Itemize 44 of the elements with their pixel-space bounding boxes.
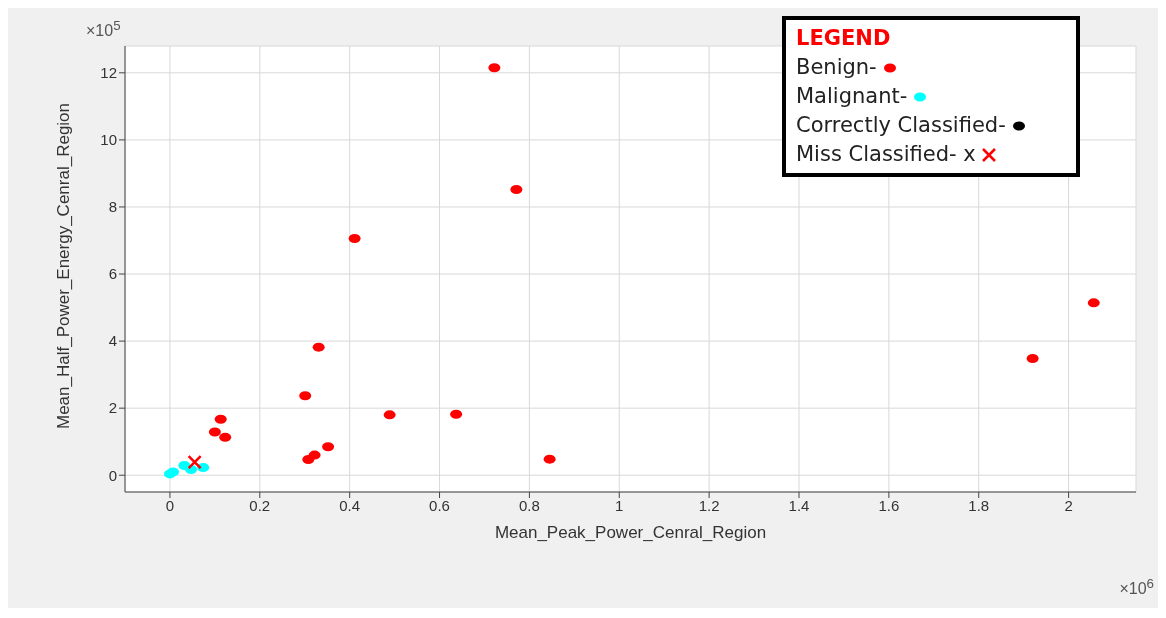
- x-tick-label: 1: [615, 496, 624, 514]
- x-axis-title: Mean_Peak_Power_Cenral_Region: [494, 523, 767, 542]
- point: [312, 342, 325, 352]
- legend-label: Malignant-: [796, 83, 909, 110]
- point: [219, 432, 232, 442]
- point: [322, 442, 335, 452]
- point: [1087, 298, 1100, 308]
- y-tick-label: 0: [108, 466, 117, 484]
- x-tick-label: 0.4: [339, 496, 361, 514]
- point: [543, 454, 556, 464]
- legend-label: Miss Classified- x: [796, 141, 977, 168]
- y-tick-label: 6: [108, 265, 117, 283]
- x-tick-label: 1.4: [788, 496, 810, 514]
- point: [167, 467, 180, 477]
- point: [1026, 354, 1039, 364]
- x-tick-label: 1.8: [968, 496, 990, 514]
- legend-title: LEGEND: [796, 25, 892, 52]
- point: [348, 233, 361, 243]
- x-tick-label: 1.2: [698, 496, 720, 514]
- y-tick-label: 8: [108, 198, 117, 216]
- x-tick-label: 0: [165, 496, 175, 514]
- y-tick-label: 4: [108, 332, 117, 350]
- point: [299, 391, 312, 401]
- point: [488, 63, 501, 73]
- point: [187, 454, 202, 470]
- x-tick-label: 2: [1064, 496, 1073, 514]
- x-tick-label: 1.6: [878, 496, 900, 514]
- point: [383, 410, 396, 420]
- y-axis-title: Mean_Half_Power_Energy_Cenral_Region: [54, 102, 74, 429]
- text: ×10$^{6}$: [1119, 575, 1154, 598]
- x-tick-label: 0.8: [518, 496, 540, 514]
- x-tick-label: 0.6: [429, 496, 450, 514]
- point: [510, 185, 523, 195]
- point: [302, 454, 315, 464]
- point: [450, 409, 463, 419]
- x-tick-label: 0.2: [249, 496, 271, 514]
- legend-label: Benign-: [796, 54, 878, 81]
- y-tick-label: 10: [100, 131, 117, 149]
- point: [208, 427, 221, 437]
- y-tick-label: 12: [100, 64, 117, 82]
- y-tick-label: 2: [108, 399, 117, 417]
- point: [214, 414, 227, 424]
- text: ×10$^{5}$: [86, 18, 121, 41]
- legend-label: Correctly Classified-: [796, 112, 1007, 139]
